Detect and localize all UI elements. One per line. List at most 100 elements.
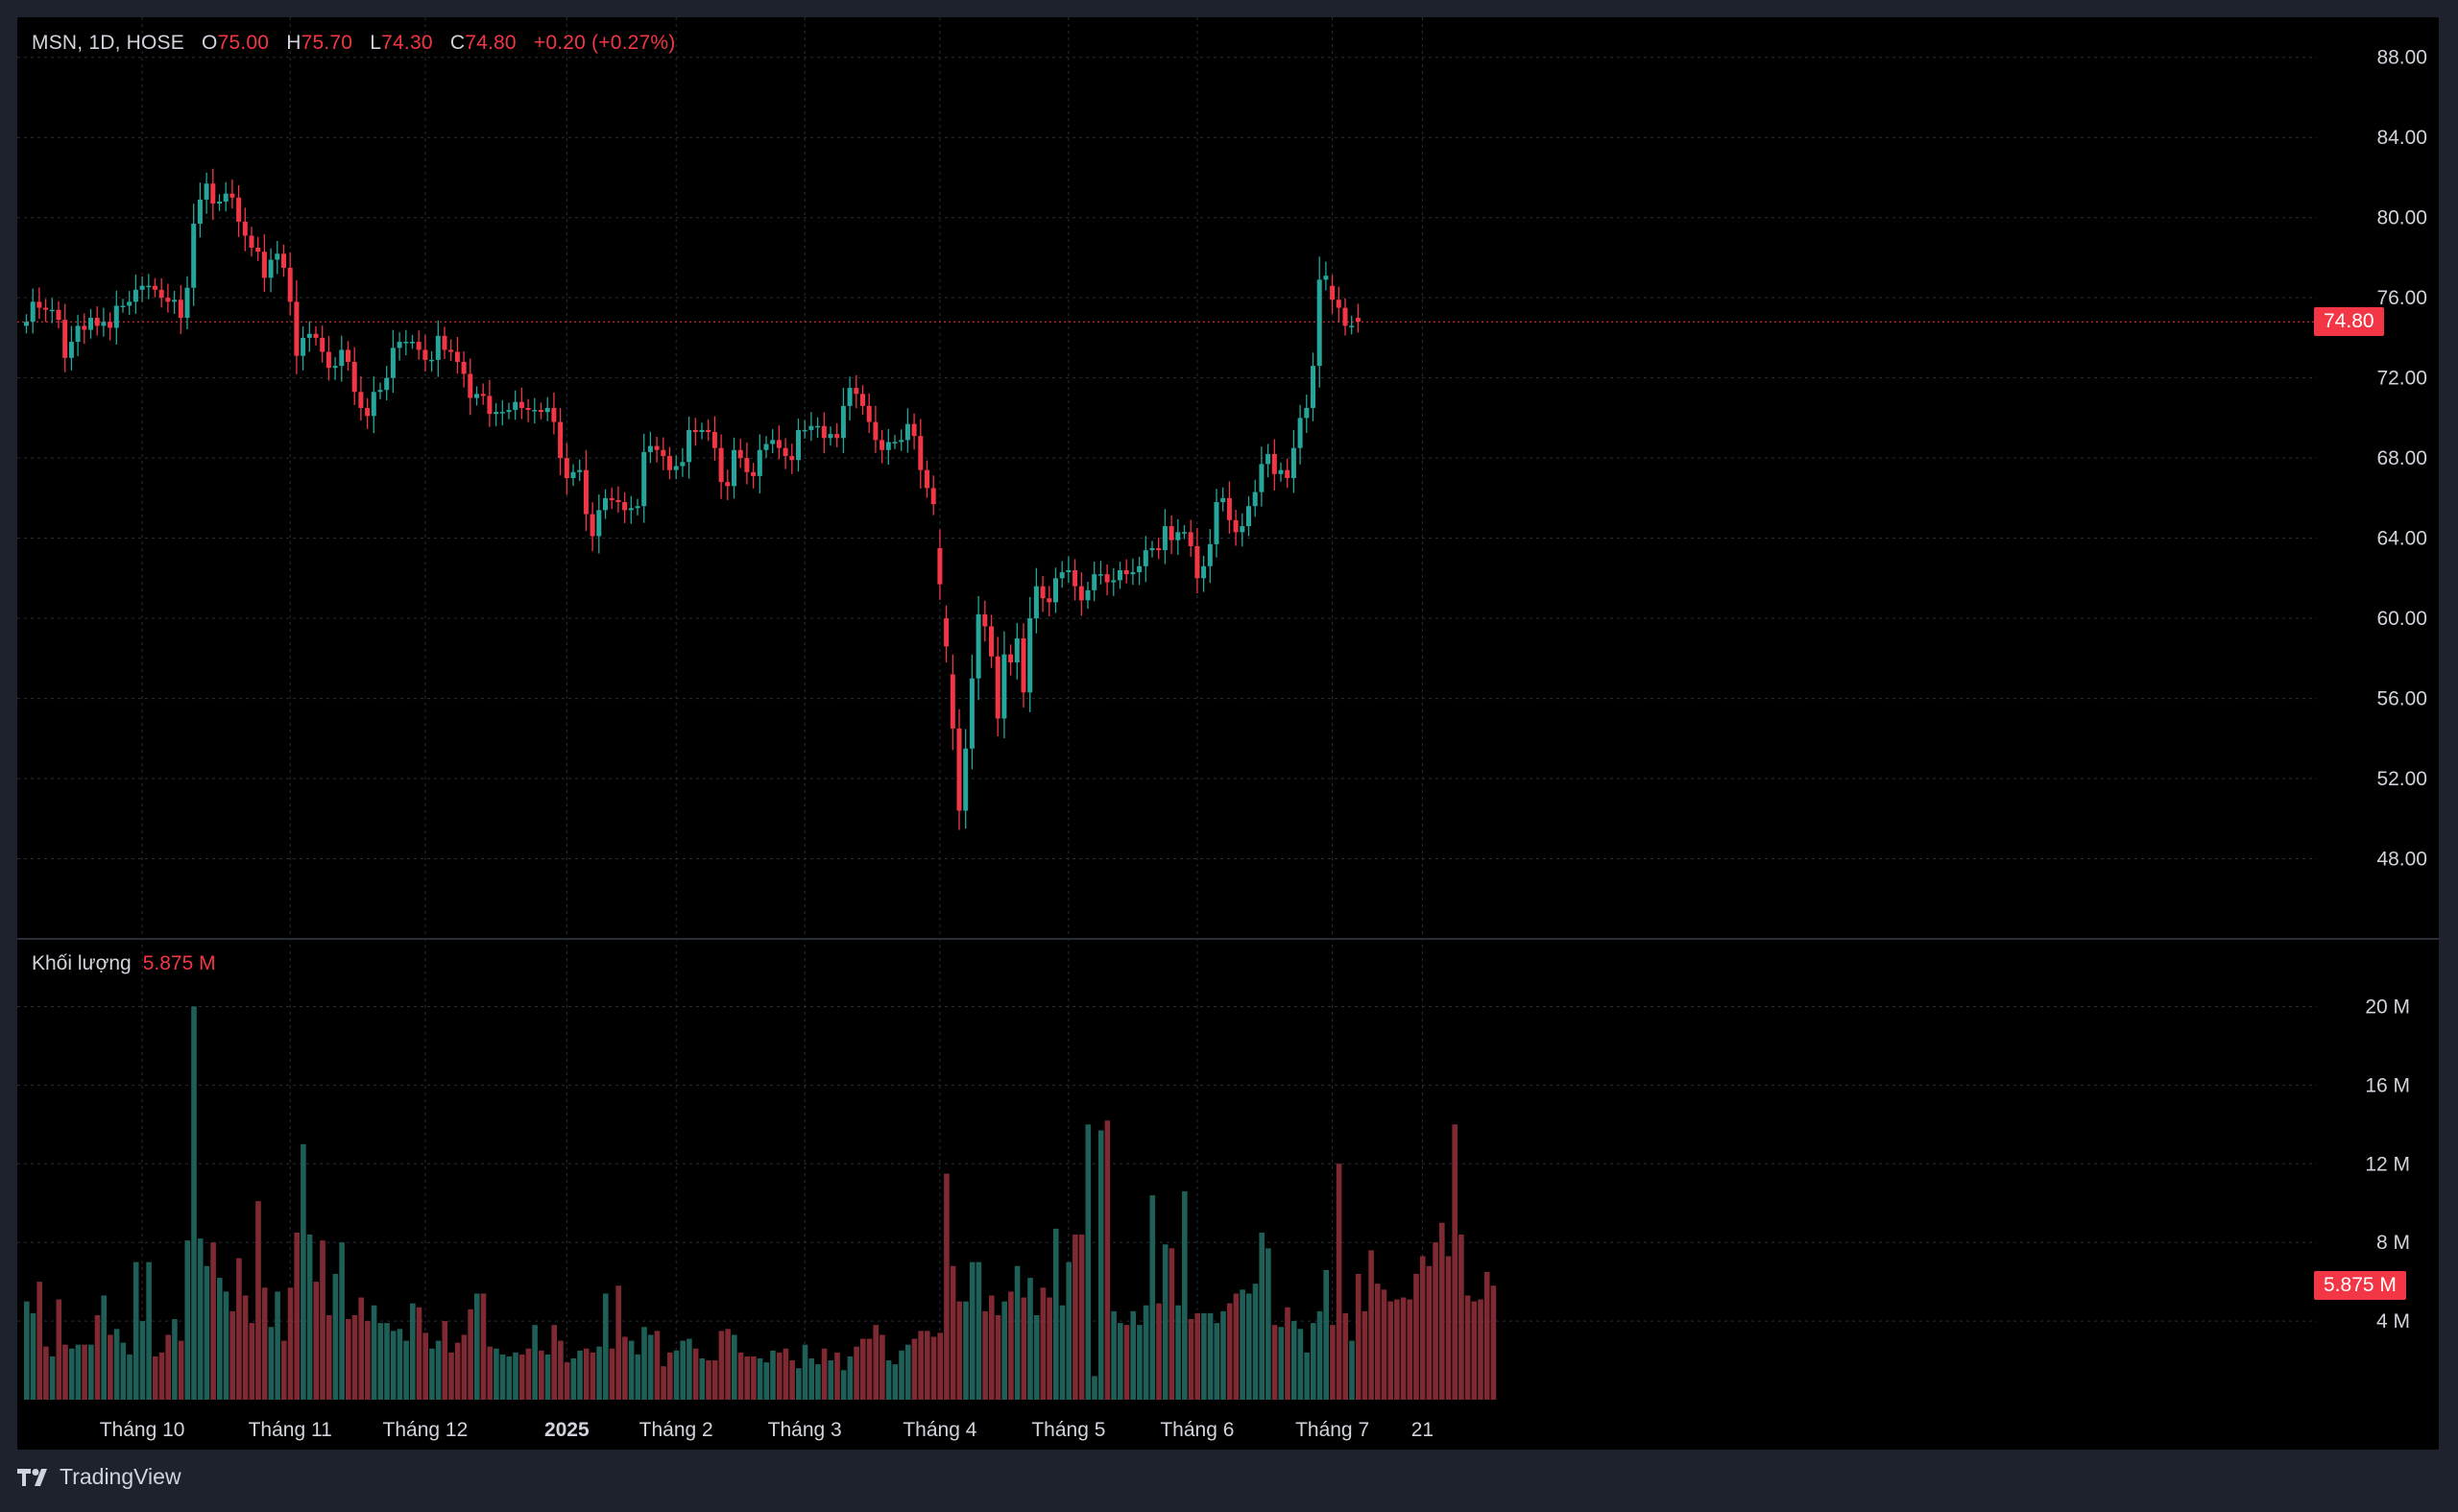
volume-bar (583, 1348, 590, 1400)
candle-body (255, 248, 261, 252)
price-tick-label: 76.00 (2376, 287, 2427, 309)
candle-body (603, 497, 608, 511)
volume-bar (1316, 1310, 1323, 1400)
candle-body (995, 656, 1000, 719)
volume-bar (236, 1258, 242, 1400)
candle-body (101, 322, 107, 326)
volume-tick-label: 16 M (2365, 1074, 2410, 1096)
candle-body (1059, 572, 1065, 579)
candle-body (963, 748, 969, 811)
time-tick-label: Tháng 5 (1031, 1419, 1105, 1441)
candle-body (416, 342, 422, 350)
volume-bar (1066, 1261, 1072, 1400)
volume-bar (461, 1334, 468, 1400)
candle-body (217, 202, 222, 204)
candle-body (165, 298, 171, 302)
last-price-tag: 74.80 (2314, 307, 2384, 337)
candle-body (242, 221, 248, 236)
candle-body (351, 361, 357, 393)
volume-bar (474, 1293, 480, 1400)
candle-body (1233, 519, 1239, 533)
volume-bar (1207, 1312, 1214, 1400)
candle-body (403, 342, 409, 344)
volume-bar (287, 1287, 294, 1400)
candle-body (204, 183, 209, 200)
volume-bar (982, 1310, 988, 1400)
price-tick-label: 52.00 (2376, 768, 2427, 790)
candle-body (732, 449, 736, 487)
candle-body (36, 301, 42, 308)
candles (24, 168, 1361, 830)
time-axis[interactable]: Tháng 10 Tháng 11 Tháng 12 2025 Tháng 2 Tháng… (100, 1419, 1434, 1441)
volume-bar (628, 1340, 635, 1400)
volume-bar (1362, 1310, 1368, 1400)
candle-body (706, 429, 711, 432)
volume-bar (647, 1334, 654, 1400)
volume-axis[interactable]: 20 M 16 M 12 M 8 M 4 M (2365, 996, 2410, 1332)
volume-bar (1445, 1256, 1452, 1400)
candle-body (1033, 586, 1039, 619)
volume-label[interactable]: Khối lượng (32, 952, 132, 974)
candle-body (1240, 526, 1245, 533)
candle-body (583, 469, 589, 515)
candle-body (1316, 279, 1322, 367)
candle-body (622, 502, 628, 511)
candle-body (783, 447, 788, 457)
candle-body (223, 193, 229, 202)
candle-body (468, 373, 473, 398)
volume-bar (1439, 1222, 1445, 1400)
volume-bar (1085, 1124, 1092, 1400)
candle-body (525, 407, 531, 411)
candle-body (1021, 637, 1026, 693)
volume-bar (1246, 1293, 1252, 1400)
candle-body (1072, 570, 1078, 587)
volume-bar (744, 1356, 750, 1400)
volume-bar (847, 1356, 854, 1400)
volume-bar (88, 1344, 94, 1400)
volume-bar (62, 1344, 68, 1400)
volume-bars (24, 1006, 1497, 1400)
volume-bar (127, 1354, 133, 1400)
candle-body (558, 421, 564, 459)
candle-body (628, 508, 634, 511)
candle-body (687, 429, 692, 463)
volume-bar (1040, 1287, 1047, 1400)
tradingview-logo[interactable]: TradingView (17, 1464, 181, 1490)
high-label: H (286, 32, 301, 54)
candle-body (94, 318, 100, 326)
volume-bar (711, 1360, 718, 1400)
volume-bar (153, 1356, 158, 1400)
chart-canvas[interactable]: 88.00 84.00 80.00 76.00 72.00 68.00 64.00 60.00… (17, 17, 2439, 1450)
volume-tick-label: 4 M (2376, 1310, 2410, 1332)
volume-bar (513, 1352, 518, 1400)
candle-body (577, 469, 583, 472)
symbol-legend: MSN, 1D, HOSE O75.00 H75.70 L74.30 C74.8… (32, 32, 675, 55)
symbol-info[interactable]: MSN, 1D, HOSE (32, 32, 184, 54)
volume-bar (1433, 1242, 1438, 1400)
candle-body (1278, 469, 1284, 474)
volume-bar (763, 1362, 770, 1400)
volume-bar (358, 1297, 364, 1400)
volume-bar (904, 1344, 911, 1400)
price-axis[interactable]: 88.00 84.00 80.00 76.00 72.00 68.00 64.00 60.00… (2376, 47, 2427, 871)
candle-body (744, 458, 750, 472)
candle-body (377, 390, 383, 393)
volume-bar (590, 1352, 596, 1400)
candle-body (56, 309, 61, 321)
chart-frame[interactable]: 88.00 84.00 80.00 76.00 72.00 68.00 64.00 60.00… (17, 17, 2439, 1450)
candle-body (1123, 570, 1129, 575)
volume-bar (133, 1261, 139, 1400)
candle-body (1304, 407, 1310, 419)
volume-bar (706, 1360, 711, 1400)
price-tick-label: 56.00 (2376, 688, 2427, 710)
candle-body (847, 388, 853, 406)
candle-body (461, 361, 467, 374)
volume-bar (468, 1308, 473, 1400)
volume-bar (570, 1358, 577, 1400)
volume-bar (699, 1358, 706, 1400)
volume-bar (635, 1354, 641, 1400)
candle-body (911, 423, 917, 437)
candle-body (1246, 506, 1251, 527)
volume-bar (94, 1314, 101, 1400)
candle-body (197, 199, 203, 224)
